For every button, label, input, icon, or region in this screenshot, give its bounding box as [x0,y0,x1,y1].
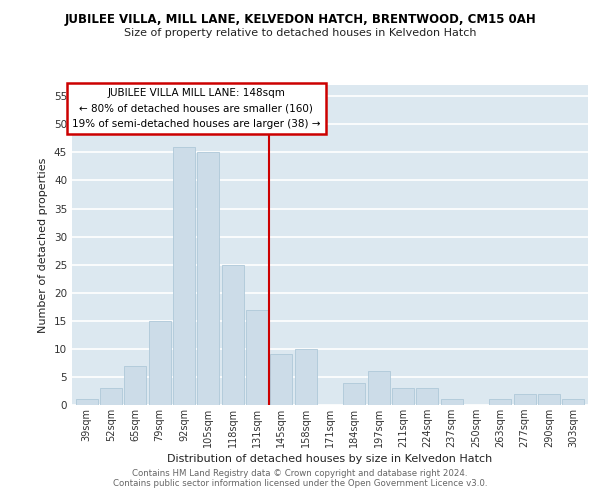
Bar [368,372,389,405]
Bar [173,147,195,405]
Bar [124,366,146,405]
Bar [221,264,244,405]
Bar [343,382,365,405]
Bar [149,321,170,405]
Bar [197,152,219,405]
Text: JUBILEE VILLA, MILL LANE, KELVEDON HATCH, BRENTWOOD, CM15 0AH: JUBILEE VILLA, MILL LANE, KELVEDON HATCH… [64,12,536,26]
Bar [76,400,98,405]
Bar [538,394,560,405]
Bar [392,388,414,405]
X-axis label: Distribution of detached houses by size in Kelvedon Hatch: Distribution of detached houses by size … [167,454,493,464]
Bar [441,400,463,405]
Bar [295,349,317,405]
Bar [514,394,536,405]
Bar [271,354,292,405]
Bar [416,388,439,405]
Bar [246,310,268,405]
Y-axis label: Number of detached properties: Number of detached properties [38,158,49,332]
Text: Contains HM Land Registry data © Crown copyright and database right 2024.: Contains HM Land Registry data © Crown c… [132,468,468,477]
Text: Contains public sector information licensed under the Open Government Licence v3: Contains public sector information licen… [113,478,487,488]
Text: JUBILEE VILLA MILL LANE: 148sqm
← 80% of detached houses are smaller (160)
19% o: JUBILEE VILLA MILL LANE: 148sqm ← 80% of… [72,88,320,129]
Bar [490,400,511,405]
Bar [562,400,584,405]
Bar [100,388,122,405]
Text: Size of property relative to detached houses in Kelvedon Hatch: Size of property relative to detached ho… [124,28,476,38]
